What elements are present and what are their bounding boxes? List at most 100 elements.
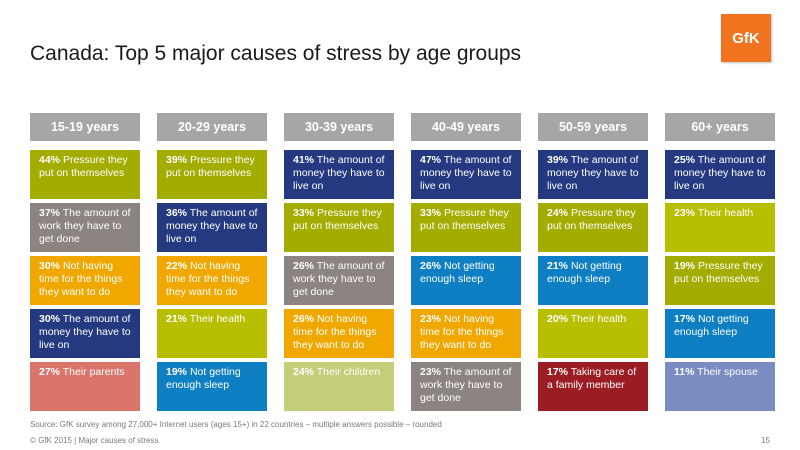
percentage-value: 33% bbox=[420, 207, 442, 219]
stress-cause-cell: 26% The amount of work they have to get … bbox=[284, 256, 394, 305]
percentage-value: 30% bbox=[39, 313, 61, 325]
stress-cause-cell: 23% The amount of work they have to get … bbox=[411, 362, 521, 411]
cause-label: The amount of money they have to live on bbox=[674, 154, 766, 192]
percentage-value: 21% bbox=[166, 313, 188, 325]
percentage-value: 39% bbox=[547, 154, 569, 166]
percentage-value: 17% bbox=[674, 313, 696, 325]
cause-label: Their spouse bbox=[697, 366, 758, 378]
percentage-value: 17% bbox=[547, 366, 569, 378]
cause-label: Taking care of a family member bbox=[547, 366, 637, 391]
age-group-header: 15-19 years bbox=[30, 113, 140, 141]
percentage-value: 41% bbox=[293, 154, 315, 166]
stress-cause-cell: 17% Taking care of a family member bbox=[538, 362, 648, 411]
cause-label: Their health bbox=[189, 313, 246, 325]
cause-label: Not having time for the things they want… bbox=[166, 260, 250, 298]
cause-label: Not having time for the things they want… bbox=[293, 313, 377, 351]
percentage-value: 23% bbox=[420, 366, 442, 378]
percentage-value: 11% bbox=[674, 366, 695, 378]
cause-label: Their health bbox=[570, 313, 627, 325]
age-group-header: 50-59 years bbox=[538, 113, 648, 141]
percentage-value: 37% bbox=[39, 207, 61, 219]
percentage-value: 22% bbox=[166, 260, 188, 272]
percentage-value: 47% bbox=[420, 154, 442, 166]
cause-label: Pressure they put on themselves bbox=[39, 154, 128, 179]
percentage-value: 26% bbox=[293, 260, 315, 272]
footer-text: © GfK 2015 | Major causes of stress bbox=[30, 436, 159, 445]
stress-cause-cell: 26% Not getting enough sleep bbox=[411, 256, 521, 305]
stress-cause-cell: 39% The amount of money they have to liv… bbox=[538, 150, 648, 199]
slide-title: Canada: Top 5 major causes of stress by … bbox=[30, 42, 522, 65]
gfk-logo: GfK bbox=[721, 14, 771, 62]
page-number: 15 bbox=[761, 436, 770, 445]
cause-label: Pressure they put on themselves bbox=[674, 260, 763, 285]
stress-cause-cell: 26% Not having time for the things they … bbox=[284, 309, 394, 358]
percentage-value: 44% bbox=[39, 154, 61, 166]
cause-label: The amount of work they have to get done bbox=[39, 207, 131, 245]
stress-cause-cell: 11% Their spouse bbox=[665, 362, 775, 411]
cause-label: The amount of work they have to get done bbox=[420, 366, 512, 404]
percentage-value: 26% bbox=[293, 313, 315, 325]
stress-cause-cell: 27% Their parents bbox=[30, 362, 140, 411]
stress-cause-cell: 25% The amount of money they have to liv… bbox=[665, 150, 775, 199]
percentage-value: 39% bbox=[166, 154, 188, 166]
age-group-header: 60+ years bbox=[665, 113, 775, 141]
stress-cause-cell: 24% Pressure they put on themselves bbox=[538, 203, 648, 252]
percentage-value: 26% bbox=[420, 260, 442, 272]
stress-cause-cell: 21% Their health bbox=[157, 309, 267, 358]
stress-cause-cell: 37% The amount of work they have to get … bbox=[30, 203, 140, 252]
cause-label: Not getting enough sleep bbox=[547, 260, 622, 285]
age-group-header: 30-39 years bbox=[284, 113, 394, 141]
percentage-value: 20% bbox=[547, 313, 569, 325]
cause-label: The amount of work they have to get done bbox=[293, 260, 385, 298]
stress-cause-cell: 22% Not having time for the things they … bbox=[157, 256, 267, 305]
stress-cause-cell: 36% The amount of money they have to liv… bbox=[157, 203, 267, 252]
stress-cause-cell: 19% Not getting enough sleep bbox=[157, 362, 267, 411]
age-group-header: 40-49 years bbox=[411, 113, 521, 141]
cause-label: Not getting enough sleep bbox=[166, 366, 241, 391]
cause-label: Pressure they put on themselves bbox=[166, 154, 255, 179]
cause-label: The amount of money they have to live on bbox=[39, 313, 131, 351]
percentage-value: 23% bbox=[674, 207, 696, 219]
percentage-value: 24% bbox=[293, 366, 315, 378]
age-group-header: 20-29 years bbox=[157, 113, 267, 141]
percentage-value: 19% bbox=[166, 366, 188, 378]
stress-cause-cell: 23% Their health bbox=[665, 203, 775, 252]
stress-cause-cell: 19% Pressure they put on themselves bbox=[665, 256, 775, 305]
cause-label: Not getting enough sleep bbox=[420, 260, 495, 285]
cause-label: Not having time for the things they want… bbox=[39, 260, 123, 298]
cause-label: The amount of money they have to live on bbox=[293, 154, 385, 192]
stress-cause-cell: 47% The amount of money they have to liv… bbox=[411, 150, 521, 199]
percentage-value: 27% bbox=[39, 366, 61, 378]
stress-cause-cell: 30% Not having time for the things they … bbox=[30, 256, 140, 305]
cause-label: Pressure they put on themselves bbox=[293, 207, 382, 232]
percentage-value: 21% bbox=[547, 260, 569, 272]
stress-cause-cell: 33% Pressure they put on themselves bbox=[284, 203, 394, 252]
cause-label: Not having time for the things they want… bbox=[420, 313, 504, 351]
percentage-value: 36% bbox=[166, 207, 188, 219]
cause-label: The amount of money they have to live on bbox=[420, 154, 512, 192]
percentage-value: 24% bbox=[547, 207, 569, 219]
stress-cause-cell: 24% Their children bbox=[284, 362, 394, 411]
stress-cause-cell: 23% Not having time for the things they … bbox=[411, 309, 521, 358]
stress-cause-cell: 33% Pressure they put on themselves bbox=[411, 203, 521, 252]
cause-label: The amount of money they have to live on bbox=[166, 207, 258, 245]
source-note: Source: GfK survey among 27,000+ Interne… bbox=[30, 420, 442, 429]
stress-cause-cell: 17% Not getting enough sleep bbox=[665, 309, 775, 358]
percentage-value: 19% bbox=[674, 260, 696, 272]
cause-label: The amount of money they have to live on bbox=[547, 154, 639, 192]
stress-cause-cell: 30% The amount of money they have to liv… bbox=[30, 309, 140, 358]
cause-label: Pressure they put on themselves bbox=[547, 207, 636, 232]
stress-cause-cell: 20% Their health bbox=[538, 309, 648, 358]
cause-label: Their health bbox=[697, 207, 754, 219]
percentage-value: 25% bbox=[674, 154, 696, 166]
stress-cause-cell: 39% Pressure they put on themselves bbox=[157, 150, 267, 199]
percentage-value: 23% bbox=[420, 313, 442, 325]
stress-cause-cell: 44% Pressure they put on themselves bbox=[30, 150, 140, 199]
cause-label: Not getting enough sleep bbox=[674, 313, 749, 338]
stress-cause-cell: 41% The amount of money they have to liv… bbox=[284, 150, 394, 199]
stress-cause-cell: 21% Not getting enough sleep bbox=[538, 256, 648, 305]
percentage-value: 30% bbox=[39, 260, 61, 272]
percentage-value: 33% bbox=[293, 207, 315, 219]
cause-label: Their children bbox=[316, 366, 381, 378]
cause-label: Pressure they put on themselves bbox=[420, 207, 509, 232]
